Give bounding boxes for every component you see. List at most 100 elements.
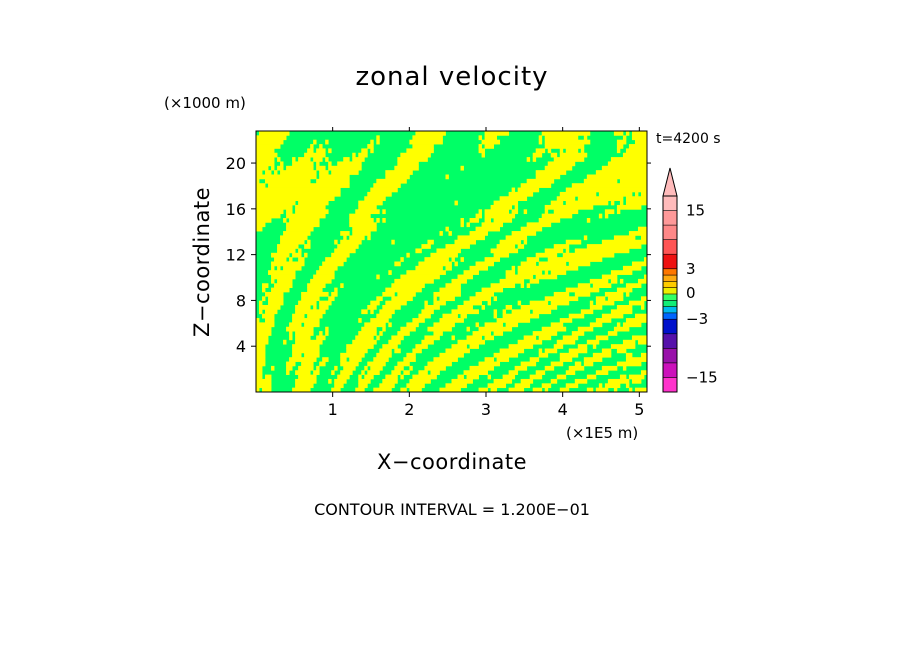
field-patch: [295, 331, 314, 336]
field-patch: [601, 274, 618, 280]
field-patch: [463, 300, 482, 306]
field-patch: [289, 257, 293, 262]
field-patch: [280, 239, 305, 245]
field-patch: [286, 326, 314, 332]
colorbar-band: [663, 239, 677, 255]
field-patch: [529, 300, 549, 306]
field-patch: [400, 152, 431, 158]
field-patch: [574, 248, 630, 254]
field-patch: [607, 378, 630, 384]
field-patch: [613, 131, 624, 136]
field-patch: [547, 148, 552, 154]
field-patch: [595, 318, 612, 323]
field-patch: [532, 387, 543, 392]
colorbar-band: [663, 275, 677, 282]
field-patch: [379, 383, 395, 389]
field-patch: [544, 248, 564, 254]
field-patch: [304, 352, 320, 358]
field-patch: [394, 261, 401, 267]
field-patch: [364, 196, 386, 201]
field-patch: [268, 296, 284, 302]
field-patch: [397, 161, 419, 167]
field-patch: [535, 170, 567, 175]
field-patch: [352, 157, 365, 162]
field-patch: [481, 152, 485, 158]
field-patch: [502, 309, 507, 315]
field-patch: [436, 248, 461, 254]
field-patch: [424, 335, 440, 341]
field-patch: [544, 165, 573, 171]
field-patch: [298, 200, 329, 206]
field-patch: [622, 339, 636, 345]
field-patch: [478, 135, 482, 141]
field-patch: [484, 144, 494, 149]
field-patch: [298, 257, 305, 262]
field-patch: [538, 348, 543, 354]
field-patch: [256, 191, 341, 197]
field-patch: [598, 191, 633, 197]
field-patch: [499, 348, 525, 354]
field-patch: [607, 331, 618, 336]
field-patch: [277, 248, 296, 254]
field-patch: [565, 248, 570, 254]
field-patch: [427, 239, 434, 245]
field-patch: [367, 235, 371, 241]
field-patch: [517, 265, 579, 271]
field-patch: [532, 331, 558, 336]
field-patch: [592, 352, 612, 358]
field-patch: [364, 374, 374, 380]
field-patch: [625, 196, 647, 201]
field-patch: [625, 357, 647, 362]
field-patch: [280, 170, 317, 175]
field-patch: [433, 322, 455, 328]
field-patch: [499, 278, 525, 284]
field-patch: [295, 309, 326, 315]
field-patch: [532, 157, 537, 162]
field-patch: [367, 305, 377, 310]
x-tick-label: 4: [558, 400, 568, 419]
field-patch: [568, 365, 585, 371]
field-patch: [349, 213, 371, 219]
field-patch: [610, 157, 647, 162]
field-patch: [637, 339, 647, 345]
field-patch: [352, 152, 356, 158]
field-patch: [475, 322, 479, 328]
field-patch: [460, 218, 464, 223]
field-patch: [565, 200, 609, 206]
field-patch: [259, 300, 263, 306]
field-patch: [499, 239, 522, 245]
field-patch: [400, 257, 404, 262]
field-patch: [640, 296, 647, 302]
field-patch: [322, 261, 344, 267]
field-patch: [640, 370, 647, 375]
field-patch: [457, 339, 485, 345]
field-patch: [298, 248, 302, 254]
field-patch: [325, 139, 329, 145]
field-patch: [493, 352, 519, 358]
field-patch: [301, 361, 314, 367]
field-patch: [565, 239, 582, 245]
field-patch: [403, 370, 410, 375]
field-patch: [256, 326, 272, 332]
field-patch: [439, 231, 443, 236]
field-patch: [586, 218, 591, 223]
field-patch: [517, 339, 543, 345]
field-patch: [523, 335, 537, 341]
field-patch: [574, 291, 591, 297]
field-patch: [622, 322, 642, 328]
field-patch: [628, 387, 633, 392]
field-patch: [406, 148, 434, 154]
field-patch: [583, 235, 588, 241]
field-patch: [544, 139, 591, 145]
field-patch: [304, 252, 308, 258]
field-patch: [448, 231, 452, 236]
field-patch: [529, 374, 543, 380]
field-patch: [598, 383, 603, 389]
field-patch: [451, 344, 467, 349]
field-patch: [607, 296, 624, 302]
field-patch: [625, 283, 642, 288]
field-patch: [505, 322, 519, 328]
field-patch: [409, 365, 413, 371]
field-patch: [412, 318, 425, 323]
field-patch: [274, 170, 278, 175]
